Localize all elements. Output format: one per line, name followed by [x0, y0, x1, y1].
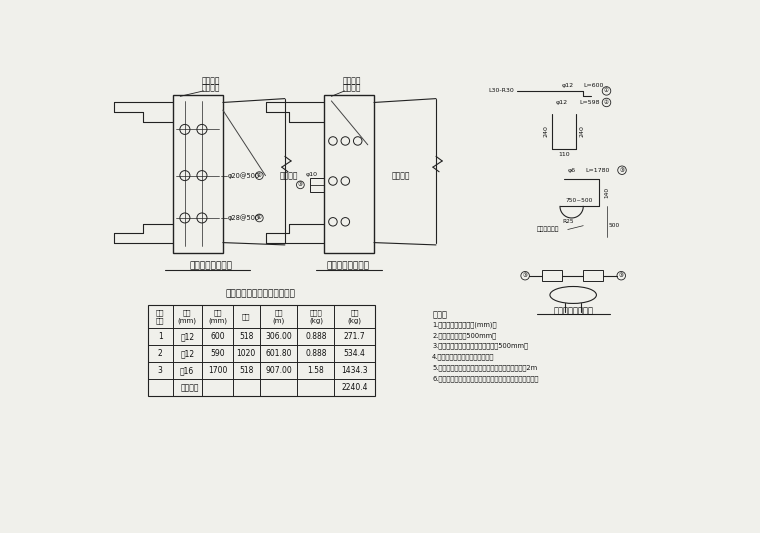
Text: ③: ③ [619, 273, 624, 278]
Text: 1434.3: 1434.3 [341, 366, 368, 375]
Text: （不绘）: （不绘） [343, 83, 362, 92]
Text: φ10: φ10 [306, 172, 318, 176]
Text: 全桥合计: 全桥合计 [181, 383, 200, 392]
Text: 6.本工程需要参考市干部门批准的市审图报要求进行施工。: 6.本工程需要参考市干部门批准的市审图报要求进行施工。 [432, 375, 539, 382]
Text: 制向预应锆筋大样: 制向预应锆筋大样 [327, 261, 370, 270]
Text: φ28@500: φ28@500 [227, 215, 260, 221]
Text: φ6: φ6 [568, 168, 575, 173]
Text: 长度: 长度 [214, 309, 222, 316]
Text: 腹板截面: 腹板截面 [343, 76, 362, 85]
Circle shape [328, 217, 337, 226]
Text: φ20@500: φ20@500 [227, 172, 260, 179]
Text: φ12: φ12 [562, 83, 574, 88]
Text: 直径: 直径 [183, 309, 192, 316]
Text: L30-R30: L30-R30 [488, 88, 514, 93]
Text: 3: 3 [157, 366, 163, 375]
Text: φ12: φ12 [556, 100, 568, 105]
Circle shape [180, 213, 190, 223]
Text: 筱梁外侧: 筱梁外侧 [280, 171, 298, 180]
Text: 4.定位锈箋应在模板安装前进行。: 4.定位锈箋应在模板安装前进行。 [432, 353, 495, 360]
Circle shape [353, 137, 362, 145]
Circle shape [197, 124, 207, 134]
Text: 750~500: 750~500 [565, 198, 593, 203]
Circle shape [197, 213, 207, 223]
Text: (kg): (kg) [347, 318, 362, 325]
Text: 600: 600 [210, 332, 225, 341]
Text: L=598: L=598 [579, 100, 600, 105]
Text: 锁夹定位锆筋大样: 锁夹定位锆筋大样 [190, 261, 233, 270]
Text: 重量: 重量 [350, 309, 359, 316]
Text: 240: 240 [543, 125, 549, 137]
Circle shape [180, 124, 190, 134]
Text: 脫12: 脫12 [180, 349, 195, 358]
Text: 单体重: 单体重 [309, 309, 322, 316]
Text: 3.全桥锤头定位锈箋均应其内侧边距500mm。: 3.全桥锤头定位锈箋均应其内侧边距500mm。 [432, 343, 528, 349]
Text: 1.本图尺寸单位为毫米(mm)。: 1.本图尺寸单位为毫米(mm)。 [432, 321, 496, 328]
Text: ③: ③ [619, 168, 625, 173]
Circle shape [328, 137, 337, 145]
Text: ①: ① [604, 88, 609, 93]
Text: (kg): (kg) [309, 318, 323, 325]
Bar [542, 270, 562, 281]
Bar [173, 95, 223, 253]
Text: 306.00: 306.00 [265, 332, 292, 341]
Text: 数量: 数量 [242, 313, 250, 320]
Text: （不绘）: （不绘） [202, 83, 220, 92]
Text: 590: 590 [210, 349, 225, 358]
Text: 腹板截面: 腹板截面 [202, 76, 220, 85]
Text: 筱梁内侧: 筱梁内侧 [392, 171, 410, 180]
Text: L=1780: L=1780 [585, 168, 610, 173]
Circle shape [341, 177, 350, 185]
Text: 5.锤头处预应力锦定位锈箋内側与模板内边水平距离2m: 5.锤头处预应力锦定位锈箋内側与模板内边水平距离2m [432, 364, 537, 371]
Text: 907.00: 907.00 [265, 366, 292, 375]
Circle shape [341, 217, 350, 226]
Text: 1: 1 [158, 332, 163, 341]
Text: 1700: 1700 [207, 366, 227, 375]
Text: 500: 500 [609, 223, 620, 228]
Text: 锤头: 锤头 [156, 309, 164, 316]
Text: 534.4: 534.4 [344, 349, 366, 358]
Text: 1020: 1020 [236, 349, 256, 358]
Text: 2.锤头定位锈箋按500mm。: 2.锤头定位锈箋按500mm。 [432, 332, 496, 338]
Text: L=600: L=600 [583, 83, 603, 88]
Text: (mm): (mm) [178, 318, 197, 325]
Text: 2240.4: 2240.4 [341, 383, 368, 392]
Text: 0.888: 0.888 [305, 332, 327, 341]
Text: 2: 2 [158, 349, 163, 358]
Text: 601.80: 601.80 [265, 349, 292, 358]
Text: 筑側模板内侧: 筑側模板内侧 [537, 227, 559, 232]
Text: ③: ③ [523, 273, 527, 278]
Bar [583, 270, 603, 281]
Text: ③: ③ [298, 182, 302, 188]
Text: R25: R25 [562, 219, 574, 224]
Circle shape [328, 177, 337, 185]
Text: (mm): (mm) [208, 318, 227, 325]
Bar [147, 305, 375, 396]
Text: 1.58: 1.58 [308, 366, 325, 375]
Text: 140: 140 [604, 187, 609, 198]
Text: ②: ② [257, 173, 261, 178]
Text: 编号: 编号 [156, 318, 164, 325]
Circle shape [197, 171, 207, 181]
Circle shape [341, 137, 350, 145]
Text: 0.888: 0.888 [305, 349, 327, 358]
Text: 518: 518 [239, 366, 253, 375]
Circle shape [180, 171, 190, 181]
Bar [309, 178, 324, 192]
Text: ①: ① [257, 215, 261, 221]
Text: 240: 240 [579, 125, 584, 137]
Text: 抗滑锆筋示意大样: 抗滑锆筋示意大样 [553, 306, 593, 315]
Text: 说明：: 说明： [432, 310, 447, 319]
Text: 518: 518 [239, 332, 253, 341]
Text: 脫16: 脫16 [180, 366, 195, 375]
Text: 预应力锦定位盘锈箋钉数量表: 预应力锦定位盘锈箋钉数量表 [226, 290, 296, 298]
Text: 脫12: 脫12 [180, 332, 195, 341]
Text: (m): (m) [273, 318, 285, 325]
Text: 271.7: 271.7 [344, 332, 366, 341]
Text: 110: 110 [558, 152, 570, 157]
Text: ②: ② [604, 100, 609, 105]
Text: 单长: 单长 [274, 309, 283, 316]
Ellipse shape [550, 287, 597, 303]
Bar [324, 95, 374, 253]
